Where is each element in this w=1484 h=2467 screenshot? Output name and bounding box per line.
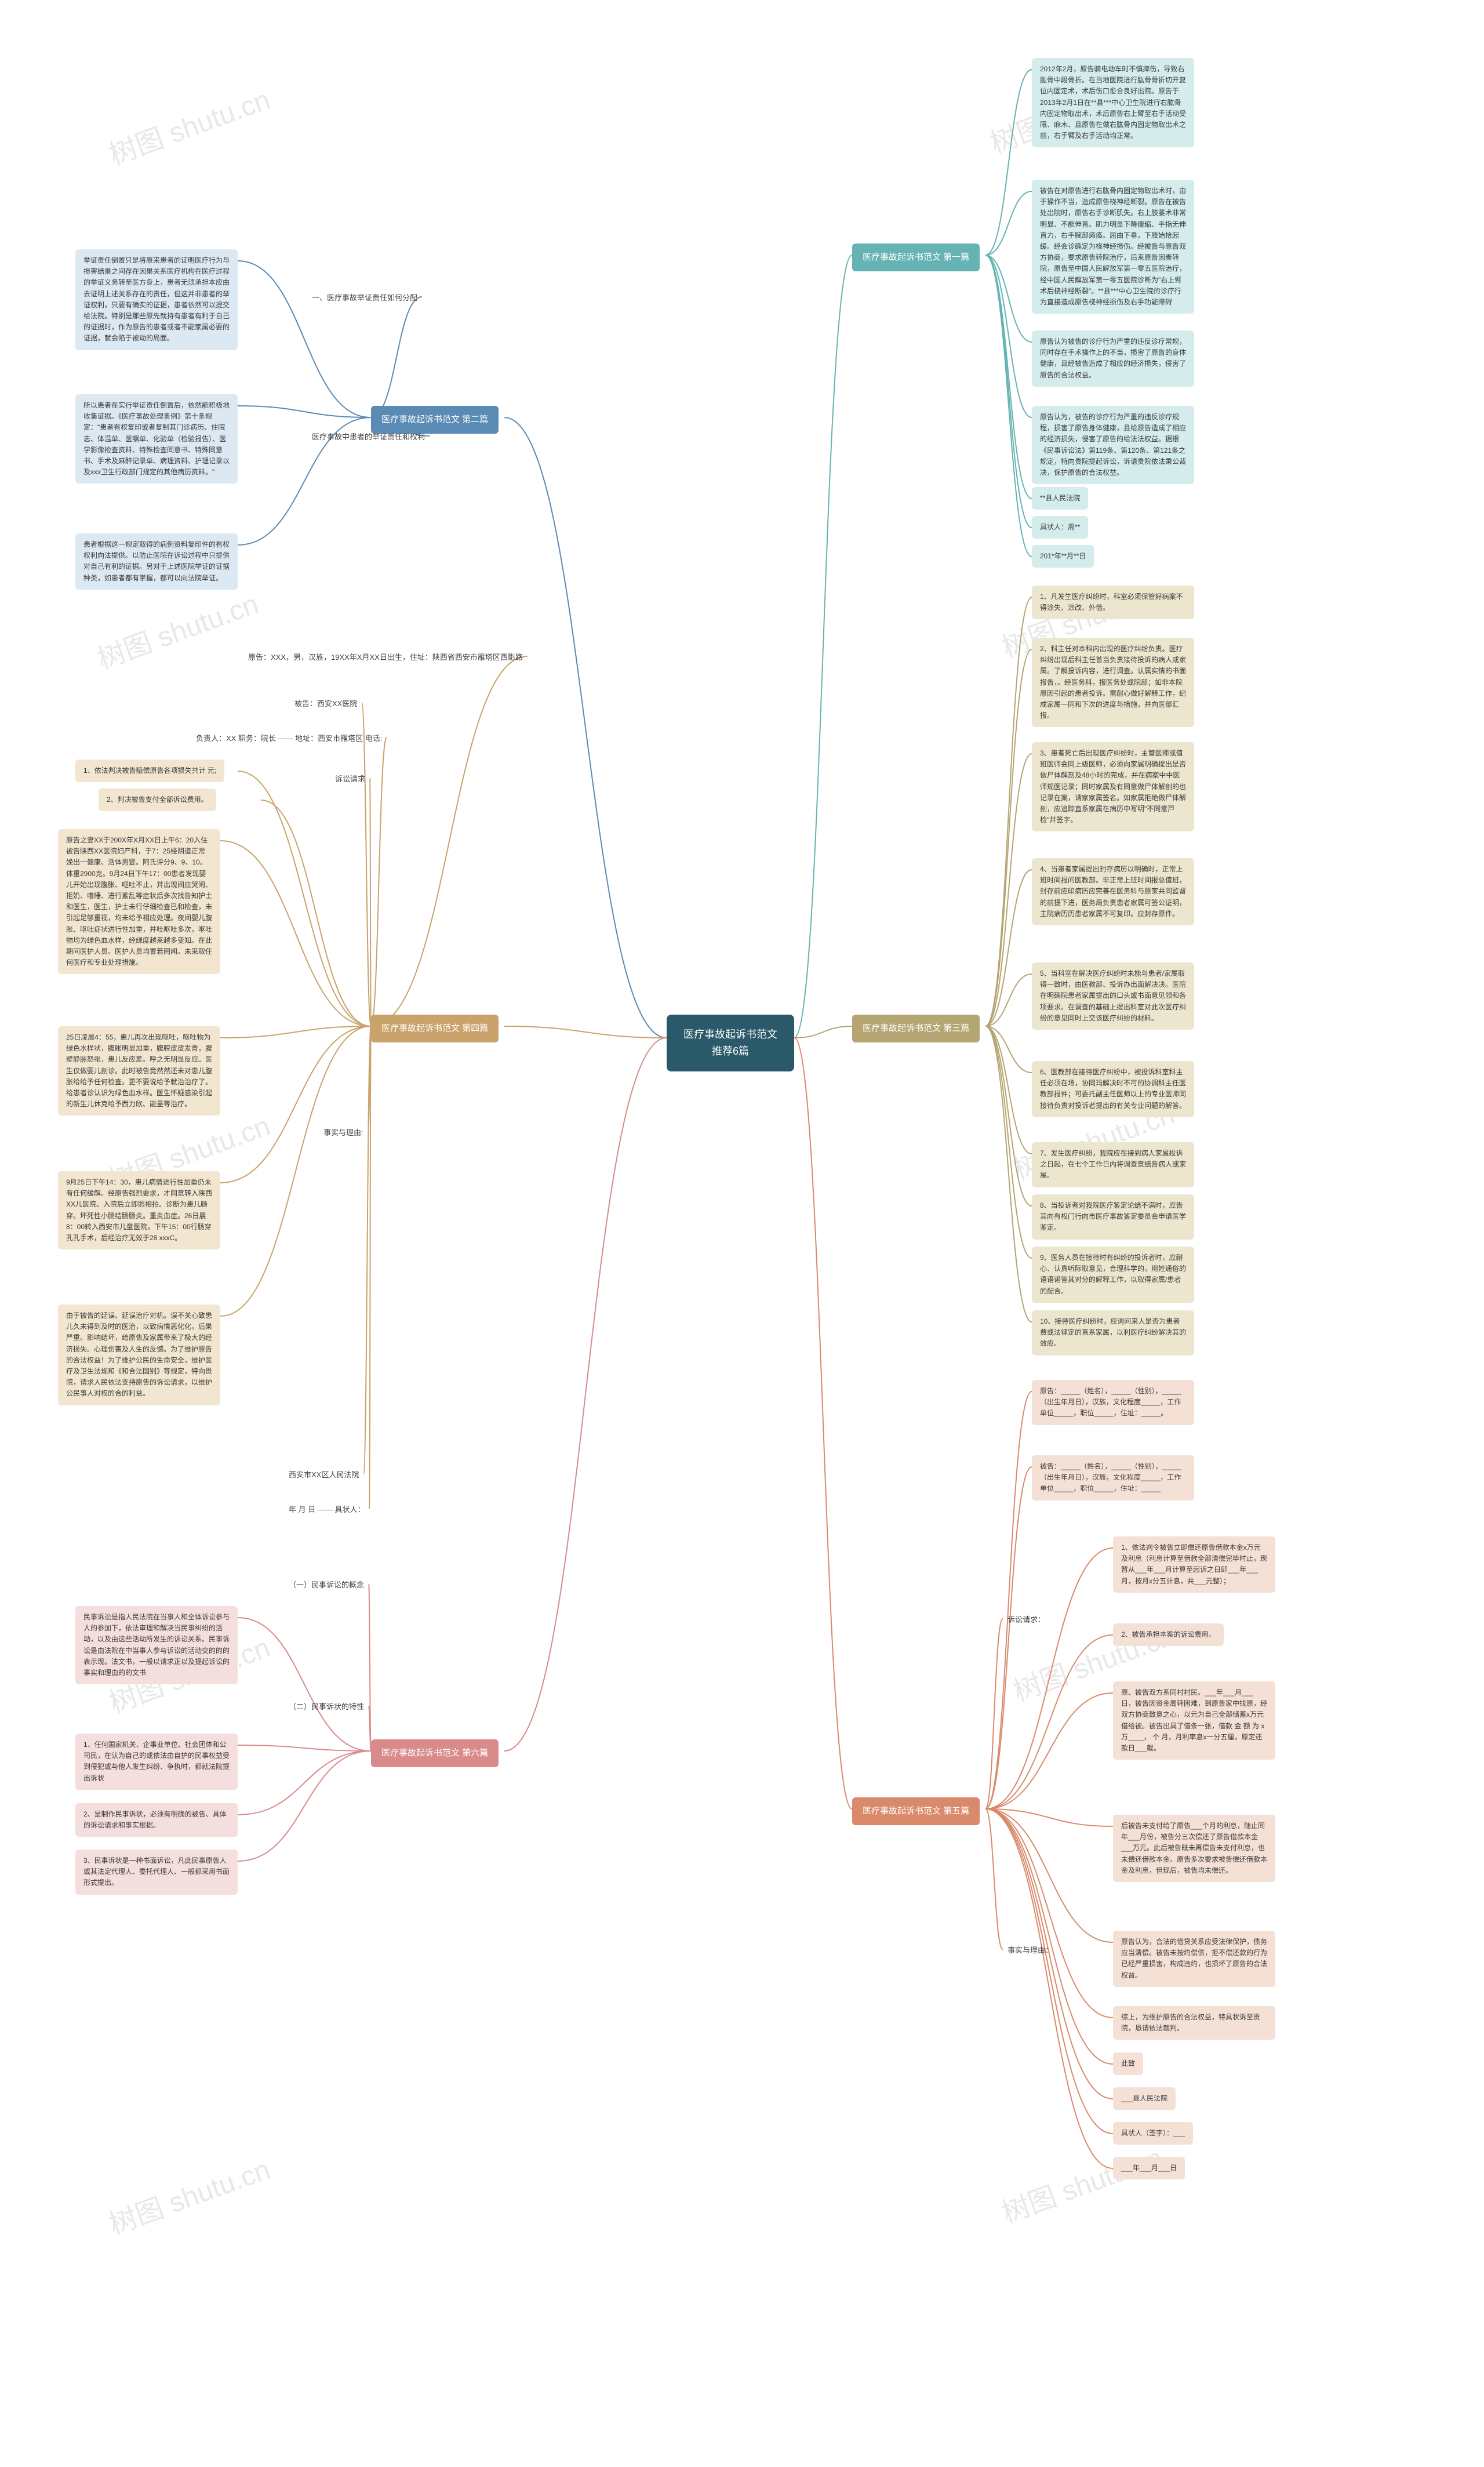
leaf-node: 原、被告双方系同村村民。___年___月___日，被告因资金周转困难，到原告家中… [1113, 1681, 1275, 1760]
leaf-node: 9、医务人员在接待时有纠纷的投诉者时，应耐心、认真听际取意见，合理科学的，用姓通… [1032, 1247, 1194, 1303]
sublabel: 诉讼请求： [1003, 1612, 1050, 1629]
leaf-node: 4、当患者家属提出封存病历以明确时，正常上班时间报问医教部。非正常上班时间报总值… [1032, 858, 1194, 925]
branch-b5: 医疗事故起诉书范文 第五篇 [852, 1797, 980, 1825]
branch-b6: 医疗事故起诉书范文 第六篇 [371, 1739, 499, 1767]
leaf-node: 2、判决被告支付全部诉讼费用。 [99, 789, 216, 811]
leaf-node: ___年___月___日 [1113, 2157, 1185, 2179]
branch-b1: 医疗事故起诉书范文 第一篇 [852, 244, 980, 271]
leaf-node: 具状人：周** [1032, 516, 1088, 539]
leaf-node: 原告认为被告的诊疗行为严重的违反诊疗常规，同时存在手术操作上的不当，损害了原告的… [1032, 330, 1194, 387]
leaf-node: 2、被告承担本案的诉讼费用。 [1113, 1623, 1224, 1646]
sublabel: 年 月 日 —— 具状人： [284, 1502, 369, 1518]
leaf-node: 综上，为维护原告的合法权益，特具状诉至贵院，恳请依法裁判。 [1113, 2006, 1275, 2040]
leaf-node: 此致 [1113, 2052, 1143, 2075]
leaf-node: 原告之妻XX于200X年X月XX日上午6：20入住被告陕西XX医院妇产科，于7：… [58, 829, 220, 974]
leaf-node: 被告：_____（姓名），_____（性别），_____（出生年月日），汉族，文… [1032, 1455, 1194, 1500]
leaf-node: 被告在对原告进行右肱骨内固定物取出术时，由于操作不当，造成原告桡神经断裂。原告在… [1032, 180, 1194, 314]
leaf-node: 原告认为，被告的诊疗行为严重的违反诊疗规程，损害了原告身体健康，且给原告造成了相… [1032, 406, 1194, 484]
leaf-node: 9月25日下午14：30，患儿病情进行性加重仍未有任何缓解。经原告强烈要求，才同… [58, 1171, 220, 1249]
leaf-node: **县人民法院 [1032, 487, 1088, 510]
watermark: 树图 shutu.cn [103, 77, 275, 172]
leaf-node: 1、任何国家机关、企事业单位、社会团体和公司民，在认为自己的或依法由自护的民事权… [75, 1734, 238, 1790]
leaf-node: 25日凌晨4：55，患儿再次出现呕吐，呕吐物为绿色水样状，腹胀明显加重，腹腔皮皮… [58, 1026, 220, 1116]
sublabel: 事实与理由: [319, 1125, 368, 1142]
sublabel: 被告：西安XX医院 [290, 696, 362, 713]
leaf-node: 201*年**月**日 [1032, 545, 1094, 568]
leaf-node: 10、接待医疗纠纷时，应询问来人是否为患者费或法律定的直系家属，以利医疗纠纷解决… [1032, 1310, 1194, 1356]
leaf-node: 患者根据这一规定取得的病例资料复印件的有权权利向法提供。以防止医院在诉讼过程中只… [75, 533, 238, 590]
leaf-node: ___县人民法院 [1113, 2087, 1176, 2110]
connector-lines [0, 0, 1484, 2467]
leaf-node: 7、发生医疗纠纷，我院应在接到病人家属投诉之日起，在七个工作日内将调查意结告病人… [1032, 1142, 1194, 1187]
sublabel: 负责人：XX 职务：院长 —— 地址：西安市雁塔区 电话: [191, 731, 387, 747]
leaf-node: 2012年2月，原告骑电动车时不慎摔伤，导致右肱骨中段骨折。在当地医院进行肱骨骨… [1032, 58, 1194, 147]
watermark: 树图 shutu.cn [103, 2146, 275, 2242]
leaf-node: 由于被告的延误、延误治疗对机。误不关心致患儿久未得到及时的医治，以致病情恶化化，… [58, 1305, 220, 1405]
center-node: 医疗事故起诉书范文推荐6篇 [667, 1015, 794, 1071]
branch-b4: 医疗事故起诉书范文 第四篇 [371, 1015, 499, 1042]
leaf-node: 后被告未支付给了原告___个月的利息，随止同年___月份，被告分三次偿还了原告借… [1113, 1815, 1275, 1882]
leaf-node: 原告认为，合法的借贷关系应受法律保护，债务应当清偿。被告未按约偿债，拒不偿还款的… [1113, 1931, 1275, 1987]
leaf-node: 原告：_____（姓名），_____（性别），_____（出生年月日），汉族，文… [1032, 1380, 1194, 1425]
sublabel: 原告：XXX，男，汉族，19XX年X月XX日出生，住址：陕西省西安市雁塔区西影路 [243, 649, 528, 666]
sublabel: 西安市XX区人民法院 [284, 1467, 363, 1484]
leaf-node: 民事诉讼是指人民法院在当事人和全体诉讼参与人的参加下，依法审理和解决当民事纠纷的… [75, 1606, 238, 1684]
leaf-node: 具状人（签字）：___ [1113, 2122, 1193, 2145]
sublabel: （一）民事诉讼的概念 [284, 1577, 369, 1594]
leaf-node: 3、患者死亡后出现医疗纠纷时，主管医师或值班医师会同上级医师，必须向家属明确提出… [1032, 742, 1194, 831]
watermark: 树图 shutu.cn [91, 581, 263, 677]
leaf-node: 6、医教部在接待医疗纠纷中，被投诉科室科主任必须在场，协同玛解决时不可的协调科主… [1032, 1061, 1194, 1117]
watermark: 树图 shutu.cn [995, 2135, 1167, 2230]
sublabel: 事实与理由： [1003, 1942, 1057, 1959]
leaf-node: 8、当投诉者对我院医疗鉴定论结不满时，应告其向有权门行向市医疗事故鉴定委员会申请… [1032, 1194, 1194, 1240]
sublabel: 医疗事故中患者的举证责任和权利 [307, 429, 430, 446]
leaf-node: 2、是制作民事诉状，必须有明确的被告、具体的诉讼请求和事实根据。 [75, 1803, 238, 1837]
sublabel: 诉讼请求 [330, 771, 370, 788]
leaf-node: 举证责任倒置只是将原来患者的证明医疗行为与损害结果之间存在因果关系医疗机构在医疗… [75, 249, 238, 350]
leaf-node: 3、民事诉状是一种书面诉讼，凡此民事原告人或其法定代理人、委托代理人、一般都采用… [75, 1850, 238, 1895]
sublabel: 一、医疗事故举证责任如何分配 [307, 290, 422, 307]
leaf-node: 所以患者在实行举证责任倒置后，依然能积极地收集证据。《医疗事故处理条例》第十条规… [75, 394, 238, 484]
leaf-node: 1、依法判决被告赔偿原告各项损失共计 元; [75, 760, 224, 782]
leaf-node: 5、当科室在解决医疗纠纷时未能与患者/家属取得一致时，由医教部、投诉办出面解决决… [1032, 962, 1194, 1030]
leaf-node: 1、凡发生医疗纠纷时，科室必须保管好病案不得涂失、涂改、外借。 [1032, 586, 1194, 619]
leaf-node: 1、依法判令被告立即偿还原告借款本金x万元及利息（利息计算至借款全部清偿完毕时止… [1113, 1536, 1275, 1593]
sublabel: （二）民事诉状的特性 [284, 1699, 369, 1716]
leaf-node: 2、科主任对本科内出现的医疗纠纷负责。医疗纠纷出现后科主任首当负责接待投诉的病人… [1032, 638, 1194, 727]
branch-b3: 医疗事故起诉书范文 第三篇 [852, 1015, 980, 1042]
